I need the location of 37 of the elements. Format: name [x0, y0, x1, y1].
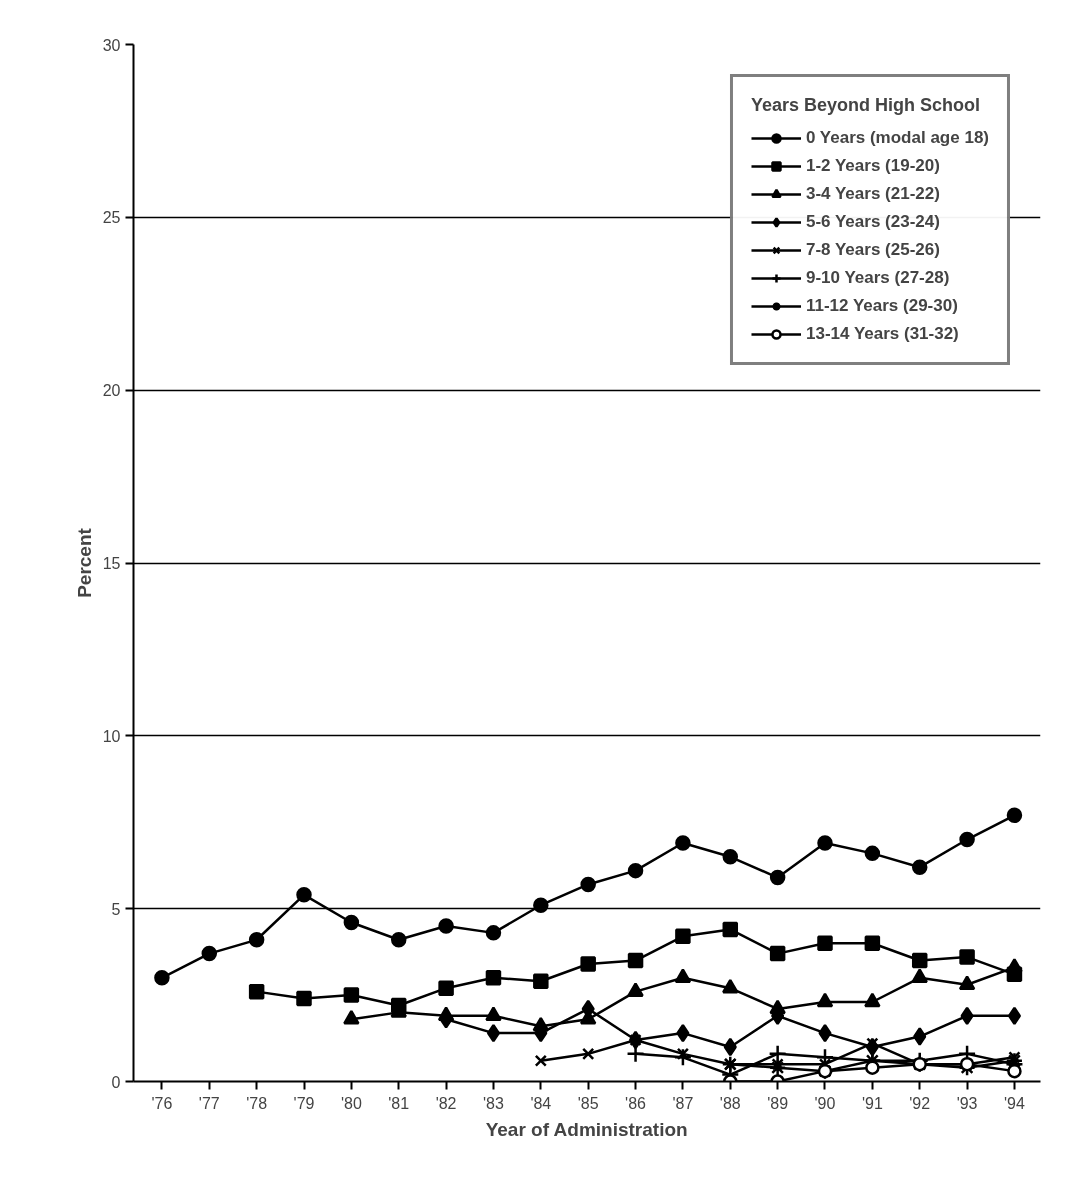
y-tick-label: 30	[102, 36, 121, 54]
x-tick-label: '86	[625, 1094, 647, 1112]
legend-label: 13-14 Years (31-32)	[805, 324, 959, 344]
y-tick-label: 10	[102, 727, 121, 745]
legend-title: Years Beyond High School	[750, 95, 982, 116]
x-tick-label: '82	[435, 1094, 457, 1112]
x-tick-label: '94	[1004, 1094, 1025, 1112]
legend-label: 1-2 Years (19-20)	[805, 156, 940, 176]
x-tick-label: '80	[340, 1094, 362, 1112]
y-tick-label: 5	[111, 900, 121, 918]
x-tick-label: '78	[246, 1094, 268, 1112]
legend-label: 9-10 Years (27-28)	[805, 268, 950, 288]
x-tick-label: '85	[577, 1094, 599, 1112]
y-tick-label: 0	[111, 1073, 121, 1091]
x-tick-label: '83	[483, 1094, 504, 1112]
x-tick-label: '88	[719, 1094, 741, 1112]
x-tick-label: '77	[198, 1094, 220, 1112]
legend-label: 3-4 Years (21-22)	[805, 184, 940, 204]
x-tick-label: '93	[956, 1094, 978, 1112]
x-tick-label: '79	[293, 1094, 315, 1112]
x-tick-label: '87	[672, 1094, 694, 1112]
legend-label: 5-6 Years (23-24)	[805, 212, 940, 232]
legend-label: 11-12 Years (29-30)	[805, 296, 958, 316]
x-tick-label: '91	[861, 1094, 883, 1112]
x-tick-label: '81	[388, 1094, 410, 1112]
x-tick-label: '76	[151, 1094, 173, 1112]
x-tick-label: '84	[530, 1094, 552, 1112]
x-axis-title: Year of Administration	[485, 1118, 688, 1140]
x-tick-label: '92	[909, 1094, 931, 1112]
legend-label: 7-8 Years (25-26)	[805, 240, 940, 260]
y-axis-title: Percent	[73, 527, 95, 598]
y-tick-label: 20	[102, 382, 121, 400]
legend-label: 0 Years (modal age 18)	[805, 128, 989, 148]
y-tick-label: 25	[102, 209, 121, 227]
x-tick-label: '89	[767, 1094, 789, 1112]
x-tick-label: '90	[814, 1094, 836, 1112]
y-tick-label: 15	[102, 555, 121, 572]
